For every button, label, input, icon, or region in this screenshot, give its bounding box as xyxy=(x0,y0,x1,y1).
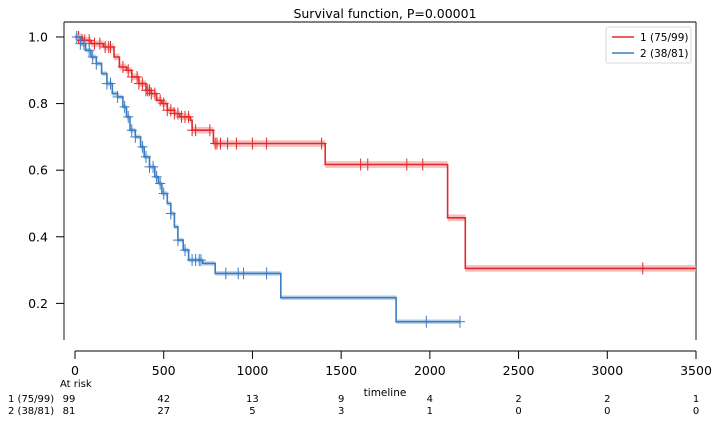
at-risk-count: 5 xyxy=(249,406,255,417)
at-risk-count: 4 xyxy=(427,394,433,405)
y-tick-label: 0.2 xyxy=(28,296,48,311)
at-risk-count: 81 xyxy=(63,406,76,417)
x-axis: 0 500 1000 1500 2000 2500 3000 3500 xyxy=(71,351,712,378)
x-tick-label: 2500 xyxy=(503,363,535,378)
at-risk-table: At risk 1 (75/99) 2 (38/81) 99 42 13 9 4 2 2 18… xyxy=(8,379,699,417)
x-tick-label: 0 xyxy=(71,363,79,378)
at-risk-count: 27 xyxy=(157,406,170,417)
legend-label-series-1: 1 (75/99) xyxy=(640,32,688,44)
legend-box xyxy=(605,26,692,64)
x-tick-label: 2000 xyxy=(414,363,446,378)
x-tick-label: 1500 xyxy=(325,363,357,378)
at-risk-count: 0 xyxy=(604,406,610,417)
series-2 xyxy=(71,30,466,328)
at-risk-counts: 99 42 13 9 4 2 2 181 27 5 3 1 0 0 0 xyxy=(63,394,700,417)
y-tick-label: 0.8 xyxy=(28,96,48,111)
at-risk-count: 0 xyxy=(693,406,699,417)
at-risk-count: 1 xyxy=(693,394,699,405)
at-risk-count: 2 xyxy=(515,394,521,405)
legend-label-series-2: 2 (38/81) xyxy=(640,48,688,60)
at-risk-count: 3 xyxy=(338,406,344,417)
legend: 1 (75/99) 2 (38/81) xyxy=(605,26,692,64)
at-risk-count: 42 xyxy=(157,394,170,405)
chart-title: Survival function, P=0.00001 xyxy=(293,6,476,21)
at-risk-row-label-1: 1 (75/99) xyxy=(8,394,54,405)
at-risk-title: At risk xyxy=(60,379,92,390)
at-risk-count: 13 xyxy=(246,394,259,405)
x-tick-label: 3000 xyxy=(591,363,623,378)
axes-frame xyxy=(63,21,697,352)
x-tick-label: 500 xyxy=(152,363,176,378)
at-risk-row-label-2: 2 (38/81) xyxy=(8,406,54,417)
at-risk-count: 2 xyxy=(604,394,610,405)
x-tick-label: 3500 xyxy=(680,363,712,378)
y-tick-label: 0.4 xyxy=(28,229,48,244)
at-risk-count: 99 xyxy=(63,394,76,405)
x-tick-label: 1000 xyxy=(237,363,269,378)
at-risk-count: 9 xyxy=(338,394,344,405)
y-axis: 0.2 0.4 0.6 0.8 1.0 xyxy=(28,29,64,311)
at-risk-count: 0 xyxy=(515,406,521,417)
at-risk-count: 1 xyxy=(427,406,433,417)
series-1 xyxy=(73,30,696,275)
y-tick-label: 0.6 xyxy=(28,163,48,178)
y-tick-label: 1.0 xyxy=(28,29,48,44)
survival-curve xyxy=(75,36,696,270)
x-axis-label: timeline xyxy=(364,387,407,399)
plot-area xyxy=(71,30,696,328)
